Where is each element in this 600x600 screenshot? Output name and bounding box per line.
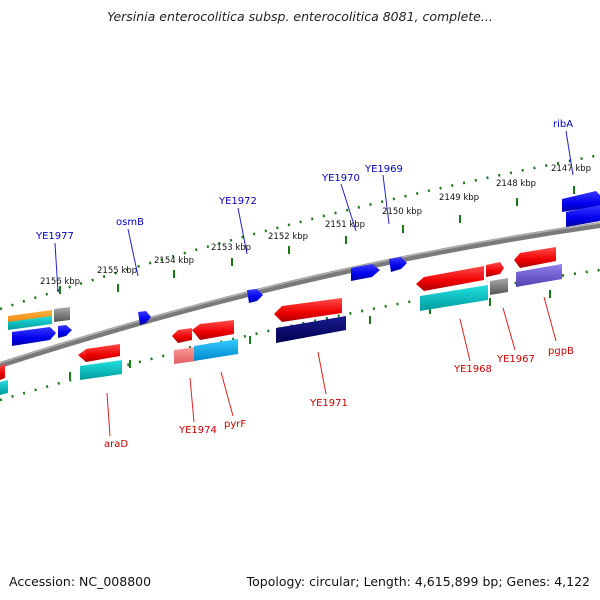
feature-YE1971-navy	[276, 316, 346, 343]
feature-YE1969	[389, 257, 407, 272]
leader-YE1970	[340, 183, 357, 232]
feature-YE1967-gray	[490, 278, 508, 295]
feature-YE1974-pink	[174, 347, 196, 364]
feature-osmB	[138, 311, 151, 325]
leader-YE1974	[189, 377, 195, 423]
feature-cyan-edge	[0, 380, 8, 395]
genome-summary: Topology: circular; Length: 4,615,899 bp…	[246, 574, 590, 589]
feature-YE1972	[247, 289, 263, 303]
leader-pgpB	[543, 296, 557, 342]
gene-label-YE1977: YE1977	[35, 231, 74, 242]
kbp-label-2150: 2150 kbp	[382, 207, 422, 217]
kbp-label-2152: 2152 kbp	[268, 232, 308, 242]
kbp-label-2153: 2153 kbp	[211, 243, 251, 253]
gene-label-pyrF: pyrF	[224, 419, 246, 430]
leader-YE1971	[317, 351, 327, 395]
genome-backbone-highlight	[0, 222, 600, 364]
gene-label-YE1968: YE1968	[453, 364, 492, 375]
feature-YE1971-red	[274, 298, 342, 322]
leader-YE1969	[382, 174, 390, 225]
kbp-label-2151: 2151 kbp	[325, 220, 365, 230]
gene-label-ribA: ribA	[553, 119, 573, 130]
kbp-label-2154: 2154 kbp	[154, 256, 194, 266]
gene-label-YE1972: YE1972	[218, 196, 257, 207]
feature-pyrF-red	[192, 320, 234, 340]
leader-pyrF	[220, 371, 234, 417]
gene-label-YE1969: YE1969	[364, 164, 403, 175]
gene-label-YE1970: YE1970	[321, 173, 360, 184]
feature-YE1968-cyan	[420, 285, 488, 311]
feature-ribA	[562, 191, 600, 212]
gene-label-osmB: osmB	[116, 217, 144, 228]
feature-YE1974-red	[172, 328, 192, 343]
accession-label: Accession: NC_008800	[9, 574, 152, 589]
feature-blue-ribA-2	[566, 205, 600, 227]
feature-blue-small-left	[58, 325, 72, 338]
feature-pyrF-sky	[194, 339, 238, 361]
leader-ribA	[565, 130, 574, 176]
feature-pgpB-purple	[516, 264, 562, 287]
gene-label-YE1974: YE1974	[178, 425, 217, 436]
feature-cyan-left	[8, 316, 52, 330]
kbp-label-2148: 2148 kbp	[496, 179, 536, 189]
feature-YE1968-red	[416, 266, 484, 291]
leader-osmB	[127, 228, 139, 277]
leader-araD	[106, 392, 111, 437]
leader-YE1968	[459, 318, 471, 362]
kbp-label-2156: 2156 kbp	[40, 277, 80, 287]
kbp-label-2147: 2147 kbp	[551, 164, 591, 174]
feature-araD-arrowtail	[78, 349, 86, 362]
feature-gray-left	[54, 307, 70, 322]
feature-blue-left	[12, 327, 56, 346]
gene-label-YE1967: YE1967	[496, 354, 535, 365]
feature-araD-red	[86, 344, 120, 362]
feature-araD-cyan	[80, 360, 122, 380]
genome-backbone	[0, 222, 600, 368]
kbp-label-2155: 2155 kbp	[97, 266, 137, 276]
gene-label-pgpB: pgpB	[548, 346, 574, 357]
feature-YE1970	[351, 264, 380, 281]
feature-pgpB-red	[514, 247, 556, 268]
feature-YE1967-red	[486, 262, 504, 277]
leader-YE1967	[502, 307, 516, 351]
gene-label-araD: araD	[104, 439, 128, 450]
upper-tick-track	[0, 153, 600, 311]
kbp-label-2149: 2149 kbp	[439, 193, 479, 203]
page-title: Yersinia enterocolitica subsp. enterocol…	[107, 9, 493, 24]
gene-label-YE1971: YE1971	[309, 398, 348, 409]
leader-YE1972	[237, 207, 248, 255]
leader-YE1977	[54, 242, 59, 293]
feature-red-edge	[0, 364, 5, 380]
